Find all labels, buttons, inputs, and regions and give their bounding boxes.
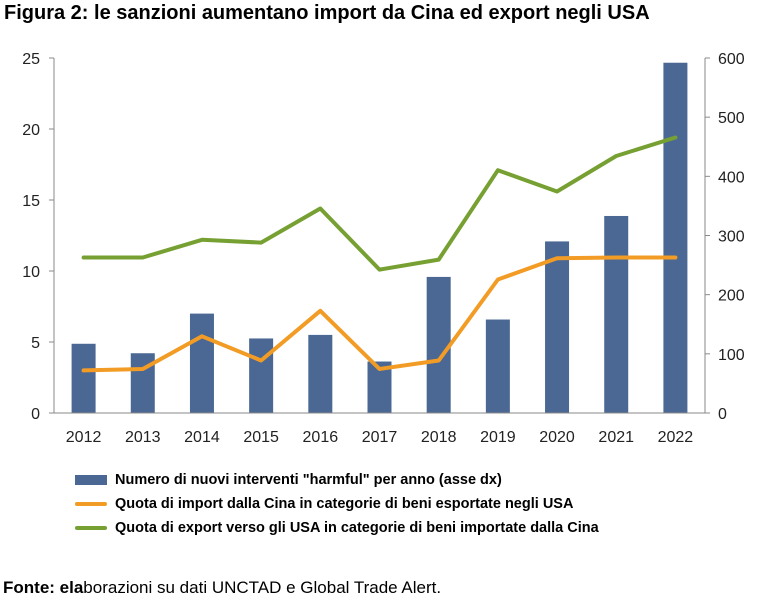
- x-tick-label: 2020: [539, 429, 575, 446]
- x-tick-label: 2022: [658, 429, 694, 446]
- legend-swatch-export: [75, 526, 107, 530]
- y-right-tick-label: 300: [718, 229, 745, 246]
- x-tick-label: 2021: [598, 429, 634, 446]
- x-tick-label: 2014: [184, 429, 220, 446]
- bar-2022: [663, 62, 688, 413]
- bar-2016: [308, 334, 333, 413]
- chart-legend: Numero di nuovi interventi "harmful" per…: [75, 468, 599, 540]
- bar-2015: [249, 338, 274, 413]
- y-right-tick-label: 400: [718, 169, 745, 186]
- legend-swatch-import: [75, 502, 107, 506]
- bar-2014: [189, 313, 214, 413]
- chart-plot: 0 5 10 15 20 25 0 100 200 300 400 500 600 2012 2013 201…: [22, 51, 745, 446]
- bar-2018: [426, 276, 451, 413]
- y-right-tick-label: 600: [718, 51, 745, 68]
- y-right-tick-label: 200: [718, 288, 745, 305]
- y-left-tick-label: 15: [22, 193, 40, 210]
- x-tick-label: 2012: [66, 429, 102, 446]
- legend-label-export: Quota di export verso gli USA in categor…: [115, 520, 599, 536]
- x-tick-label: 2015: [243, 429, 279, 446]
- y-left-tick-label: 5: [31, 335, 40, 352]
- y-right-tick-label: 0: [718, 406, 727, 423]
- bar-2020: [545, 241, 570, 413]
- line-import-share: [81, 255, 678, 373]
- legend-label-import: Quota di import dalla Cina in categorie …: [115, 496, 574, 512]
- x-tick-label: 2019: [480, 429, 516, 446]
- y-right-tick-label: 500: [718, 110, 745, 127]
- legend-item-bars: Numero di nuovi interventi "harmful" per…: [75, 468, 599, 492]
- bar-2019: [485, 319, 510, 413]
- source-note: Fonte: elaborazioni su dati UNCTAD e Glo…: [3, 578, 441, 598]
- x-tick-label: 2017: [362, 429, 398, 446]
- source-label: Fonte: ela: [3, 578, 84, 597]
- legend-label-bars: Numero di nuovi interventi "harmful" per…: [115, 472, 502, 488]
- chart-title: Figura 2: le sanzioni aumentano import d…: [4, 2, 650, 24]
- bar-2012: [71, 343, 96, 413]
- y-left-tick-label: 0: [31, 406, 40, 423]
- y-left-tick-label: 20: [22, 122, 40, 139]
- legend-swatch-bars: [75, 475, 107, 485]
- x-tick-label: 2018: [421, 429, 457, 446]
- legend-item-export: Quota di export verso gli USA in categor…: [75, 516, 599, 540]
- x-tick-label: 2013: [125, 429, 161, 446]
- x-tick-label: 2016: [303, 429, 339, 446]
- y-left-tick-label: 25: [22, 51, 40, 68]
- y-right-tick-label: 100: [718, 347, 745, 364]
- bar-2021: [604, 215, 629, 413]
- y-left-tick-label: 10: [22, 264, 40, 281]
- source-text: borazioni su dati UNCTAD e Global Trade …: [83, 578, 442, 597]
- legend-item-import: Quota di import dalla Cina in categorie …: [75, 492, 599, 516]
- line-export-share: [81, 135, 678, 272]
